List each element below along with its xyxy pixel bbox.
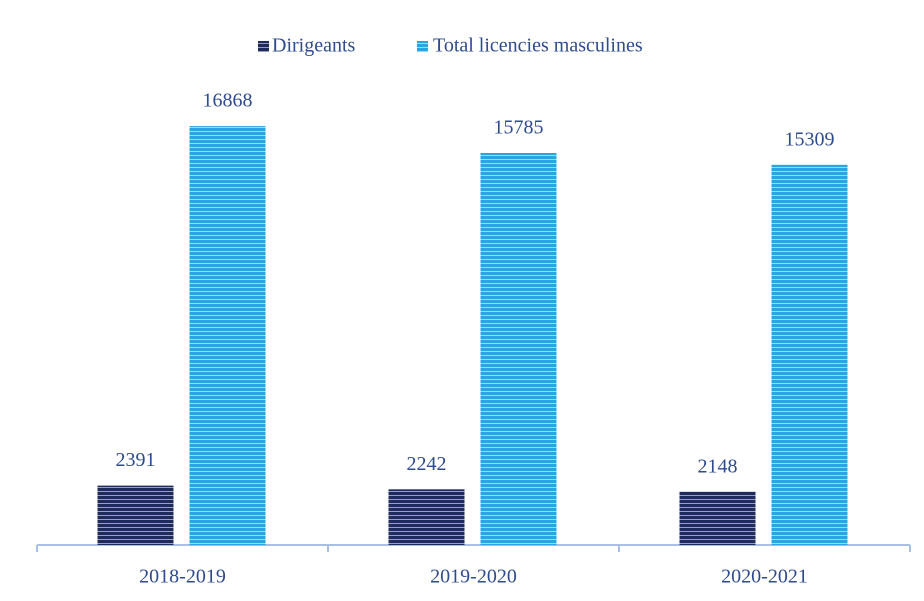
bar <box>97 485 174 545</box>
legend-label: Total licencies masculines <box>433 35 643 57</box>
data-label: 16868 <box>203 90 253 112</box>
data-label: 2391 <box>116 449 156 471</box>
bar <box>388 489 465 545</box>
bar <box>480 153 557 545</box>
bar <box>771 164 848 545</box>
data-label: 15309 <box>785 128 835 150</box>
bar <box>189 126 266 546</box>
data-label: 15785 <box>494 117 544 139</box>
x-tick-label: 2018-2019 <box>139 566 226 588</box>
bar <box>679 491 756 545</box>
legend-swatch <box>258 41 269 52</box>
legend-label: Dirigeants <box>272 35 356 57</box>
data-label: 2148 <box>698 455 738 477</box>
x-tick-label: 2019-2020 <box>430 566 517 588</box>
data-label: 2242 <box>407 453 447 475</box>
legend-swatch <box>417 41 428 52</box>
x-tick-label: 2020-2021 <box>721 566 808 588</box>
